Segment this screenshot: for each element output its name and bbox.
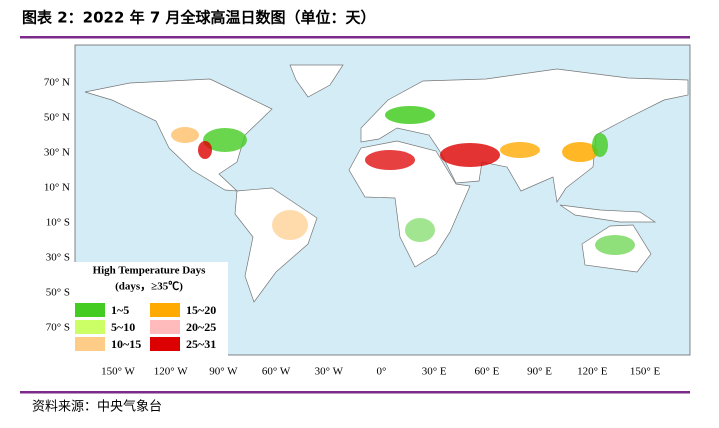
- dot-cluster: [203, 128, 247, 152]
- dot-cluster: [385, 106, 435, 124]
- lat-label: 30° S: [46, 252, 70, 264]
- lat-label: 10° S: [46, 217, 70, 229]
- legend-swatch: [75, 303, 105, 317]
- dot-cluster: [595, 235, 635, 255]
- legend-items: 1~5 5~10 10~15 15~20 20~25 25~31: [75, 303, 216, 351]
- legend-label: 1~5: [111, 303, 129, 317]
- legend-title: (days，≥35℃): [115, 280, 183, 293]
- lon-label: 60° E: [474, 366, 499, 378]
- legend: High Temperature Days (days，≥35℃) 1~5 5~1…: [70, 262, 228, 356]
- legend-label: 25~31: [186, 337, 216, 351]
- lat-label: 70° N: [44, 77, 70, 89]
- legend-label: 10~15: [111, 337, 141, 351]
- lon-labels: 150° W 120° W 90° W 60° W 30° W 0° 30° E 60° E 9…: [101, 366, 660, 378]
- dot-cluster: [500, 142, 540, 158]
- indonesia: [559, 204, 657, 223]
- lon-label: 0°: [377, 366, 387, 378]
- legend-title: High Temperature Days: [93, 265, 207, 277]
- lon-label: 90° W: [209, 366, 238, 378]
- dot-cluster: [272, 210, 308, 240]
- lat-label: 50° N: [44, 112, 70, 124]
- dot-cluster: [365, 150, 415, 170]
- lon-label: 120° E: [577, 366, 608, 378]
- lat-label: 10° N: [44, 182, 70, 194]
- lon-label: 120° W: [154, 366, 188, 378]
- legend-label: 5~10: [111, 320, 135, 334]
- lon-label: 150° W: [101, 366, 135, 378]
- lat-label: 70° S: [46, 322, 70, 334]
- dot-cluster: [405, 218, 435, 242]
- lat-label: 50° S: [46, 287, 70, 299]
- legend-swatch: [150, 320, 180, 334]
- lon-label: 90° E: [527, 366, 552, 378]
- top-rule: [20, 36, 690, 39]
- dot-cluster: [592, 133, 608, 157]
- legend-label: 15~20: [186, 303, 216, 317]
- dot-cluster: [198, 141, 212, 159]
- source: 资料来源：中央气象台: [32, 399, 162, 415]
- dot-cluster: [562, 142, 598, 162]
- station-dots: [171, 106, 635, 255]
- dot-cluster: [440, 143, 500, 167]
- lon-label: 30° E: [422, 366, 447, 378]
- bottom-rule: [20, 391, 690, 394]
- lat-label: 30° N: [44, 147, 70, 159]
- dot-cluster: [171, 127, 199, 143]
- lon-label: 60° W: [262, 366, 291, 378]
- legend-swatch: [150, 303, 180, 317]
- africa: [348, 140, 471, 268]
- figure-title: 图表 2：2022 年 7 月全球高温日数图（单位：天）: [22, 9, 376, 27]
- greenland: [289, 64, 344, 98]
- map: 70° N 50° N 30° N 10° N 10° S 30° S 50° S 70° S…: [44, 44, 691, 378]
- lat-labels: 70° N 50° N 30° N 10° N 10° S 30° S 50° S 70° S: [44, 77, 70, 334]
- lon-label: 150° E: [630, 366, 661, 378]
- legend-swatch: [150, 337, 180, 351]
- legend-label: 20~25: [186, 320, 216, 334]
- lon-label: 30° W: [315, 366, 344, 378]
- legend-swatch: [75, 337, 105, 351]
- legend-swatch: [75, 320, 105, 334]
